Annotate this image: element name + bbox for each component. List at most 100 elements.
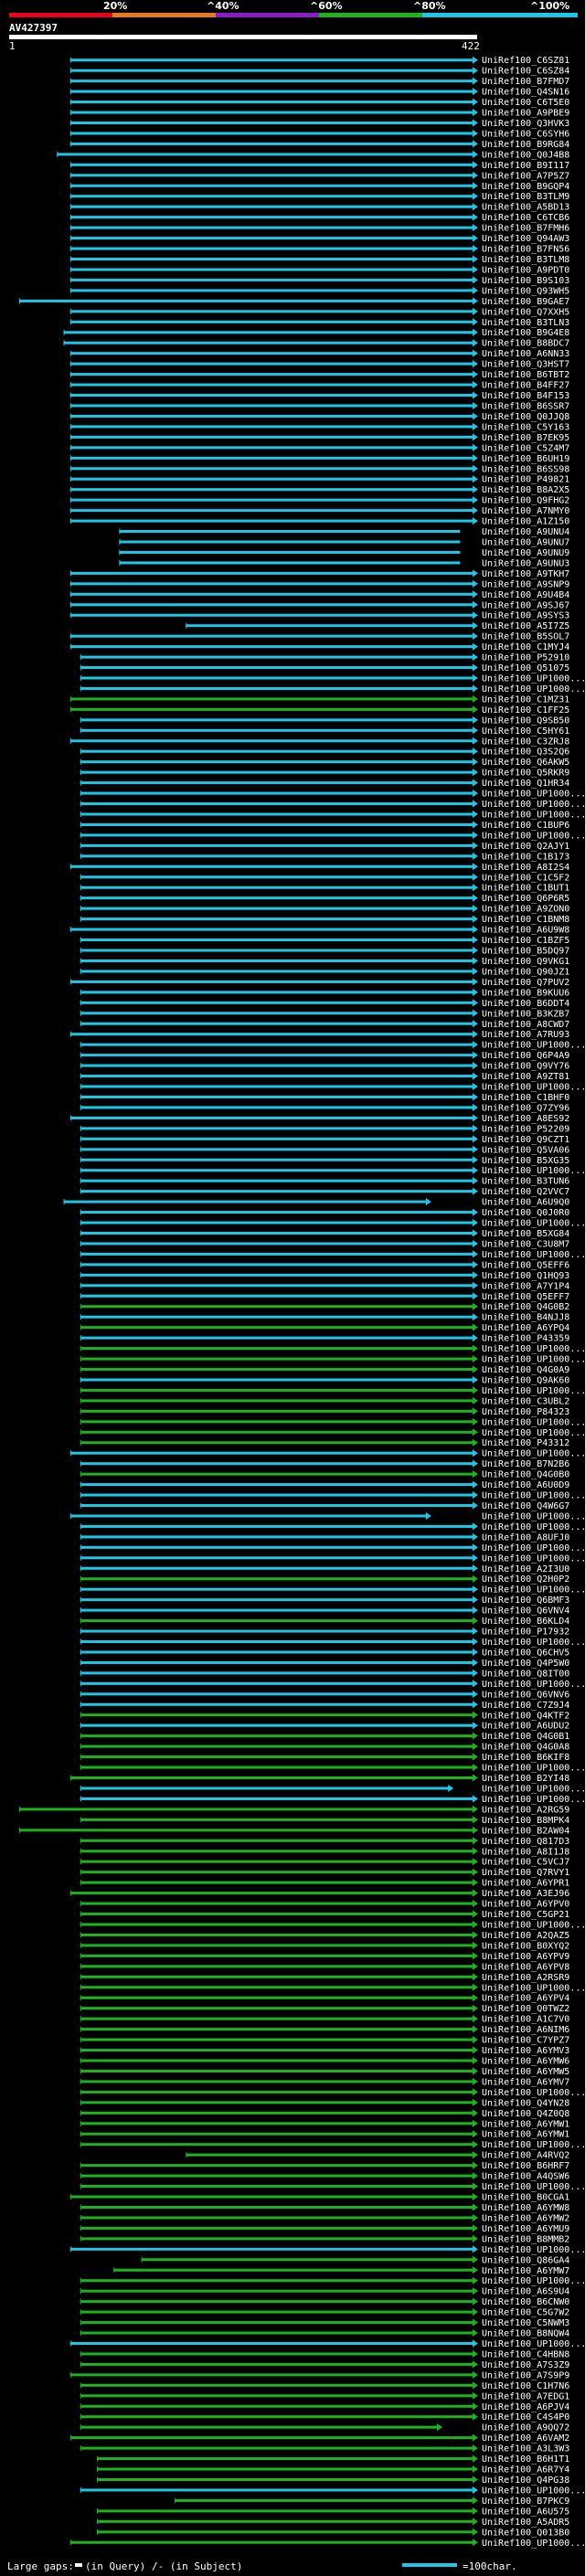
hit-label[interactable]: UniRef100_UP1000... <box>482 1638 585 1648</box>
hit-label[interactable]: UniRef100_Q9VKG1 <box>482 957 569 967</box>
hit-label[interactable]: UniRef100_UP1000... <box>482 1355 585 1365</box>
hit-label[interactable]: UniRef100_C6SZ81 <box>482 56 569 66</box>
hit-label[interactable]: UniRef100_UP1000... <box>482 1386 585 1396</box>
hit-label[interactable]: UniRef100_B7FMH6 <box>482 224 569 234</box>
hit-label[interactable]: UniRef100_B7PKC9 <box>482 2496 569 2507</box>
hit-label[interactable]: UniRef100_UP1000... <box>482 1166 585 1176</box>
hit-label[interactable]: UniRef100_C4HBN8 <box>482 2349 569 2359</box>
hit-label[interactable]: UniRef100_A7RU93 <box>482 1030 569 1040</box>
hit-label[interactable]: UniRef100_B3TLM9 <box>482 192 569 202</box>
hit-label[interactable]: UniRef100_C1BUP6 <box>482 821 569 831</box>
hit-label[interactable]: UniRef100_Q7XXH5 <box>482 307 569 317</box>
hit-label[interactable]: UniRef100_A7EDG1 <box>482 2391 569 2401</box>
hit-label[interactable]: UniRef100_A6YMV7 <box>482 2077 569 2087</box>
hit-label[interactable]: UniRef100_B4F153 <box>482 391 569 401</box>
hit-label[interactable]: UniRef100_UP1000... <box>482 2245 585 2255</box>
hit-label[interactable]: UniRef100_B8BDC7 <box>482 339 569 349</box>
hit-label[interactable]: UniRef100_Q90JZ1 <box>482 967 569 977</box>
hit-label[interactable]: UniRef100_C1B173 <box>482 852 569 862</box>
hit-label[interactable]: UniRef100_B3KZB7 <box>482 1009 569 1019</box>
hit-label[interactable]: UniRef100_C7YPZ7 <box>482 2036 569 2046</box>
hit-label[interactable]: UniRef100_Q6VNV6 <box>482 1690 569 1700</box>
hit-label[interactable]: UniRef100_UP1000... <box>482 1250 585 1260</box>
hit-label[interactable]: UniRef100_C6T5E0 <box>482 98 569 108</box>
hit-label[interactable]: UniRef100_A5ADR5 <box>482 2518 569 2528</box>
hit-label[interactable]: UniRef100_B0XYQ2 <box>482 1941 569 1951</box>
hit-label[interactable]: UniRef100_B7FN56 <box>482 245 569 255</box>
hit-label[interactable]: UniRef100_Q6AKW5 <box>482 758 569 768</box>
hit-label[interactable]: UniRef100_Q6BMF3 <box>482 1595 569 1606</box>
hit-label[interactable]: UniRef100_A4QSW6 <box>482 2172 569 2182</box>
hit-label[interactable]: UniRef100_UP1000... <box>482 2140 585 2150</box>
hit-label[interactable]: UniRef100_UP1000... <box>482 2276 585 2286</box>
hit-label[interactable]: UniRef100_C6SZ84 <box>482 67 569 77</box>
hit-label[interactable]: UniRef100_C3U8M7 <box>482 1239 569 1249</box>
hit-label[interactable]: UniRef100_A6U9Q0 <box>482 1198 569 1208</box>
hit-label[interactable]: UniRef100_UP1000... <box>482 800 585 810</box>
hit-label[interactable]: UniRef100_B8NQW4 <box>482 2329 569 2339</box>
hit-label[interactable]: UniRef100_A9PBE9 <box>482 109 569 119</box>
hit-label[interactable]: UniRef100_Q4G0A9 <box>482 1365 569 1375</box>
hit-label[interactable]: UniRef100_A9QQ72 <box>482 2423 569 2433</box>
hit-label[interactable]: UniRef100_UP1000... <box>482 811 585 821</box>
hit-label[interactable]: UniRef100_A9ZT81 <box>482 1072 569 1082</box>
hit-label[interactable]: UniRef100_Q9FHG2 <box>482 496 569 506</box>
hit-label[interactable]: UniRef100_Q5RKR9 <box>482 769 569 779</box>
hit-label[interactable]: UniRef100_UP1000... <box>482 1344 585 1354</box>
hit-label[interactable]: UniRef100_A6U0D9 <box>482 1480 569 1490</box>
hit-label[interactable]: UniRef100_B8A2X5 <box>482 485 569 495</box>
hit-label[interactable]: UniRef100_Q4G0B2 <box>482 1302 569 1312</box>
hit-label[interactable]: UniRef100_UP1000... <box>482 1543 585 1553</box>
hit-label[interactable]: UniRef100_C5Z4M7 <box>482 443 569 453</box>
hit-label[interactable]: UniRef100_UP1000... <box>482 1585 585 1595</box>
hit-label[interactable]: UniRef100_A9ZON0 <box>482 905 569 915</box>
hit-label[interactable]: UniRef100_A9U4B4 <box>482 590 569 600</box>
hit-label[interactable]: UniRef100_C1MZ31 <box>482 694 569 705</box>
hit-label[interactable]: UniRef100_Q7PUV2 <box>482 978 569 988</box>
hit-label[interactable]: UniRef100_Q4Z0Q8 <box>482 2109 569 2119</box>
hit-label[interactable]: UniRef100_B5XG84 <box>482 1229 569 1239</box>
hit-label[interactable]: UniRef100_UP1000... <box>482 1417 585 1427</box>
hit-label[interactable]: UniRef100_UP1000... <box>482 684 585 694</box>
hit-label[interactable]: UniRef100_Q9SB50 <box>482 716 569 726</box>
hit-label[interactable]: UniRef100_A3EJ96 <box>482 1889 569 1899</box>
hit-label[interactable]: UniRef100_Q9VY76 <box>482 1062 569 1072</box>
hit-label[interactable]: UniRef100_Q7ZY96 <box>482 1103 569 1113</box>
hit-label[interactable]: UniRef100_A6YPQ4 <box>482 1323 569 1333</box>
hit-label[interactable]: UniRef100_C6SYH6 <box>482 129 569 139</box>
hit-label[interactable]: UniRef100_A6YPV0 <box>482 1900 569 1910</box>
hit-label[interactable]: UniRef100_A6YMW1 <box>482 2130 569 2140</box>
hit-label[interactable]: UniRef100_A3L3W3 <box>482 2444 569 2454</box>
hit-label[interactable]: UniRef100_Q86GA4 <box>482 2255 569 2265</box>
hit-label[interactable]: UniRef100_Q8IT00 <box>482 1669 569 1679</box>
hit-label[interactable]: UniRef100_UP1000... <box>482 1041 585 1051</box>
hit-label[interactable]: UniRef100_Q6P4A9 <box>482 1051 569 1061</box>
hit-label[interactable]: UniRef100_B0CGA1 <box>482 2193 569 2203</box>
hit-label[interactable]: UniRef100_P49821 <box>482 475 569 485</box>
hit-label[interactable]: UniRef100_A9PDT0 <box>482 265 569 275</box>
hit-label[interactable]: UniRef100_A9UNU9 <box>482 548 569 558</box>
hit-label[interactable]: UniRef100_A6YPV9 <box>482 1952 569 1962</box>
hit-label[interactable]: UniRef100_Q0J0R0 <box>482 1208 569 1218</box>
hit-label[interactable]: UniRef100_Q4SN16 <box>482 88 569 98</box>
hit-label[interactable]: UniRef100_Q1HR34 <box>482 779 569 789</box>
hit-label[interactable]: UniRef100_B6KIF8 <box>482 1753 569 1763</box>
hit-label[interactable]: UniRef100_Q5EFF7 <box>482 1292 569 1302</box>
hit-label[interactable]: UniRef100_P52910 <box>482 653 569 663</box>
hit-label[interactable]: UniRef100_UP1000... <box>482 1983 585 1993</box>
hit-label[interactable]: UniRef100_C5NWM3 <box>482 2318 569 2328</box>
hit-label[interactable]: UniRef100_Q9CZT1 <box>482 1135 569 1145</box>
hit-label[interactable]: UniRef100_B3TLN3 <box>482 318 569 328</box>
hit-label[interactable]: UniRef100_A6YMW5 <box>482 2067 569 2077</box>
hit-label[interactable]: UniRef100_UP1000... <box>482 1921 585 1931</box>
hit-label[interactable]: UniRef100_A6VAM2 <box>482 2433 569 2443</box>
hit-label[interactable]: UniRef100_Q013B0 <box>482 2528 569 2538</box>
hit-label[interactable]: UniRef100_Q5VA06 <box>482 1145 569 1155</box>
hit-label[interactable]: UniRef100_C1C5F2 <box>482 873 569 883</box>
hit-label[interactable]: UniRef100_Q1HQ93 <box>482 1271 569 1281</box>
hit-label[interactable]: UniRef100_C5VCJ7 <box>482 1858 569 1868</box>
hit-label[interactable]: UniRef100_B7EK95 <box>482 433 569 443</box>
hit-label[interactable]: UniRef100_UP1000... <box>482 1083 585 1093</box>
hit-label[interactable]: UniRef100_A4RVQ2 <box>482 2151 569 2161</box>
hit-label[interactable]: UniRef100_A2RG59 <box>482 1805 569 1815</box>
